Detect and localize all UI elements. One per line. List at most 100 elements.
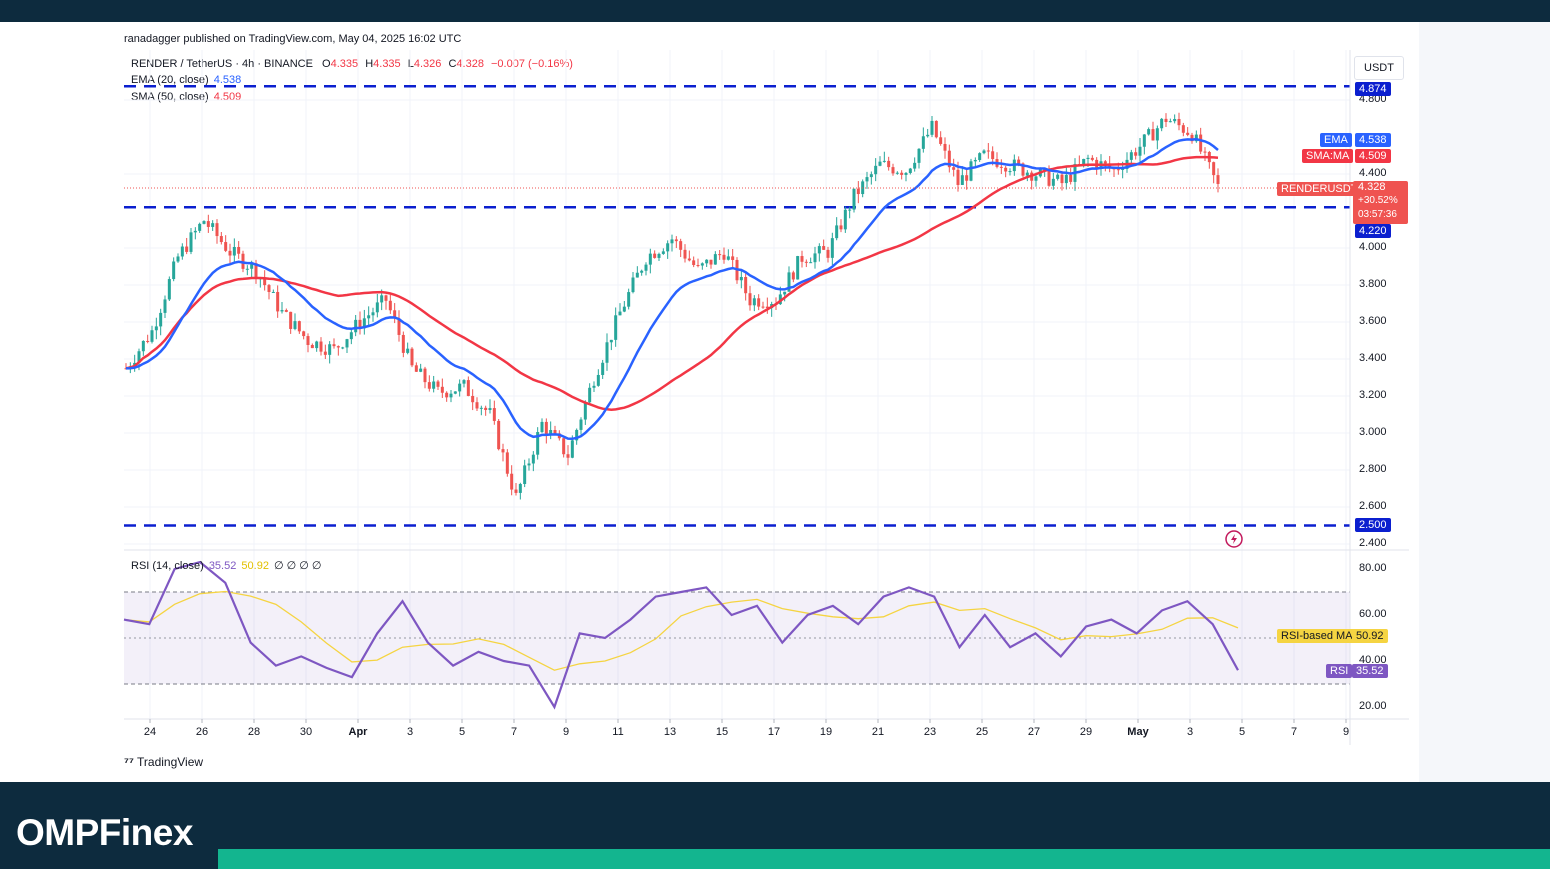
- candle-body: [796, 256, 800, 280]
- tradingview-logo[interactable]: ⁷⁷ TradingView: [124, 755, 203, 769]
- candle-body: [406, 348, 410, 353]
- candle-body: [362, 318, 366, 329]
- candle-body: [310, 344, 314, 349]
- candle-body: [1090, 157, 1094, 160]
- candle-body: [952, 167, 956, 170]
- candle-body: [505, 452, 509, 474]
- candle-body: [540, 421, 544, 433]
- candle-body: [856, 188, 860, 195]
- candle-body: [189, 232, 193, 252]
- candle-body: [1064, 174, 1068, 184]
- candle-body: [297, 321, 301, 332]
- candle-body: [1025, 172, 1029, 176]
- price-tick-label: 4.000: [1359, 241, 1387, 253]
- date-ticks: [149, 719, 1347, 723]
- currency-button[interactable]: USDT: [1354, 56, 1404, 80]
- candle-body: [614, 315, 618, 340]
- date-tick-label: 15: [715, 726, 729, 738]
- candle-body: [726, 256, 730, 260]
- price-tick-label: 3.400: [1359, 352, 1387, 364]
- candle-body: [562, 438, 566, 455]
- candle-body: [618, 311, 622, 316]
- candle-body: [393, 310, 397, 319]
- candle-body: [874, 165, 878, 175]
- candle-body: [501, 449, 505, 453]
- candle-body: [163, 299, 167, 313]
- ema-name-tag: EMA: [1320, 133, 1352, 147]
- candle-body: [627, 292, 631, 307]
- candle-body: [150, 330, 154, 342]
- candle-body: [211, 223, 215, 227]
- candle-body: [731, 256, 735, 260]
- rsi-ma-line: [123, 590, 1239, 671]
- rsi-legend[interactable]: RSI (14, close) 35.52 50.92 ∅ ∅ ∅ ∅: [131, 559, 322, 572]
- candle-body: [791, 272, 795, 280]
- sma-name-tag: SMA:MA: [1302, 149, 1354, 163]
- candle-body: [744, 277, 748, 294]
- ema-line: [125, 137, 1219, 441]
- candle-body: [778, 294, 782, 305]
- candle-body: [1164, 118, 1168, 122]
- candle-body: [245, 268, 249, 270]
- candle-body: [462, 380, 466, 384]
- candle-body: [1186, 132, 1190, 135]
- candle-body: [1086, 157, 1090, 159]
- candle-body: [930, 120, 934, 135]
- candle-body: [1151, 129, 1155, 141]
- candle-body: [800, 256, 804, 262]
- candle-body: [657, 253, 661, 258]
- date-tick-label: 19: [819, 726, 833, 738]
- ticker-tag: RENDERUSDT: [1277, 182, 1362, 196]
- rsi-ma-name-tag: RSI-based MA: [1277, 629, 1357, 643]
- date-tick-label: Apr: [348, 726, 368, 738]
- candle-body: [410, 348, 414, 366]
- candle-body: [973, 159, 977, 162]
- candle-body: [700, 263, 704, 266]
- candle-body: [527, 463, 531, 466]
- candle-body: [167, 279, 171, 300]
- candle-body: [315, 341, 319, 349]
- candle-body: [397, 318, 401, 335]
- candle-body: [1069, 174, 1073, 182]
- candle-body: [817, 246, 821, 254]
- candle-body: [549, 430, 553, 435]
- candle-body: [484, 407, 488, 411]
- candle-body: [471, 395, 475, 403]
- candle-body: [1017, 159, 1021, 164]
- symbol-legend: RENDER / TetherUS · 4h · BINANCE O4.335 …: [131, 58, 573, 70]
- candle-body: [809, 262, 813, 264]
- candle-body: [1008, 171, 1012, 173]
- candle-body: [934, 120, 938, 138]
- candle-body: [323, 351, 327, 355]
- candle-body: [887, 160, 891, 168]
- candle-body: [787, 272, 791, 292]
- candle-body: [475, 402, 479, 409]
- candle-body: [986, 150, 990, 152]
- candle-body: [445, 392, 449, 398]
- candle-body: [588, 387, 592, 403]
- candle-body: [1168, 121, 1172, 123]
- rsi-ma-value-tag: 50.92: [1352, 629, 1388, 643]
- candle-body: [1142, 134, 1146, 147]
- candle-body: [713, 254, 717, 265]
- price-tick-label: 4.400: [1359, 167, 1387, 179]
- candle-body: [683, 249, 687, 259]
- candle-body: [345, 339, 349, 348]
- last-price-box: 4.328 +30.52% 03:57:36: [1353, 181, 1408, 224]
- candle-body: [1034, 176, 1038, 181]
- publisher-line: ranadagger published on TradingView.com,…: [124, 33, 462, 45]
- candle-body: [696, 265, 700, 267]
- candle-body: [661, 251, 665, 254]
- candle-body: [1116, 169, 1120, 171]
- candle-body: [830, 238, 834, 258]
- candle-body: [319, 341, 323, 352]
- candle-body: [865, 177, 869, 182]
- candle-body: [453, 391, 457, 394]
- candle-body: [479, 407, 483, 409]
- candle-body: [1121, 168, 1125, 170]
- rsi-tick-label: 80.00: [1359, 562, 1387, 574]
- candle-body: [653, 253, 657, 258]
- rsi-legend-label: RSI (14, close): [131, 560, 204, 572]
- candle-body: [566, 454, 570, 458]
